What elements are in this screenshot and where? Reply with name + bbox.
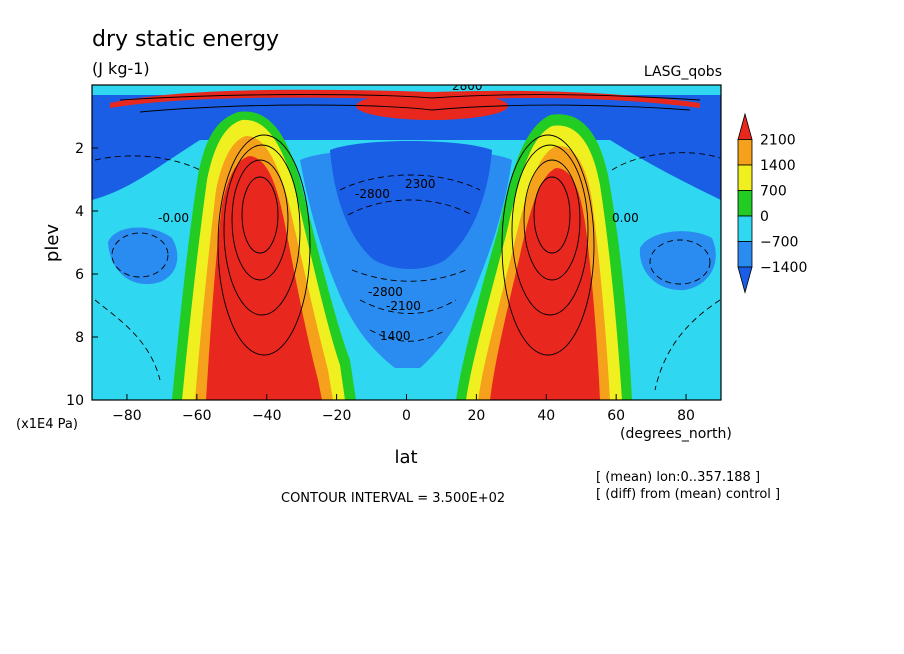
contour-label: 0.00 (612, 211, 639, 225)
x-axis-title: lat (394, 447, 417, 468)
contours-dashed (94, 152, 721, 391)
y-tick-label: 10 (66, 393, 84, 409)
sh-tongue-red (206, 156, 322, 400)
contour-label: -0.00 (158, 211, 189, 225)
colorbar-label: 0 (760, 209, 769, 225)
x-tick-label: 0 (402, 408, 411, 424)
colorbar-label: −700 (760, 235, 798, 251)
colorbar-swatch (737, 215, 753, 242)
y-tick-label: 2 (75, 141, 84, 157)
colorbar-swatch (737, 139, 753, 166)
x-axis-ticks: −80 −60 −40 −20 0 20 40 60 80 (112, 394, 695, 424)
y-tick-label: 8 (75, 330, 84, 346)
x-tick-label: −80 (112, 408, 142, 424)
x-tick-label: 20 (467, 408, 485, 424)
colorbar-label: 2100 (760, 133, 796, 149)
upper-level-maximum (356, 92, 508, 120)
contour-label: -2800 (355, 187, 390, 201)
x-tick-label: 80 (677, 408, 695, 424)
colorbar-swatch (737, 266, 753, 295)
x-tick-label: −60 (182, 408, 212, 424)
colorbar-label: 1400 (760, 158, 796, 174)
contour-label: 2300 (405, 177, 436, 191)
plot-area: -2800 2300 -2800 -2100 1400 -0.00 0.00 2… (92, 79, 721, 400)
contour-interval: CONTOUR INTERVAL = 3.500E+02 (281, 491, 505, 506)
note-diff: [ (diff) from (mean) control ] (596, 487, 780, 502)
colorbar-label: −1400 (760, 260, 807, 276)
colorbar-swatch (737, 241, 753, 268)
contour-label: -2100 (386, 299, 421, 313)
contour-label: 2800 (452, 79, 483, 93)
y-axis-ticks: 2 4 6 8 10 (66, 141, 98, 409)
model-label: LASG_qobs (644, 64, 722, 80)
nh-tongue-red (490, 168, 600, 400)
note-mean: [ (mean) lon:0..357.188 ] (596, 470, 760, 485)
chart-units: (J kg-1) (92, 59, 150, 78)
contour-label: 1400 (380, 329, 411, 343)
contours-solid (119, 94, 701, 356)
y-tick-label: 6 (75, 267, 84, 283)
colorbar-swatch (737, 190, 753, 217)
y-axis-units: (x1E4 Pa) (16, 417, 78, 432)
x-tick-label: 60 (607, 408, 625, 424)
colorbar: 2100 1400 700 0 −700 −1400 (737, 112, 807, 295)
colorbar-swatch (737, 112, 753, 140)
tropical-core (330, 141, 492, 269)
colorbar-label: 700 (760, 184, 787, 200)
x-tick-label: −40 (252, 408, 282, 424)
chart-title: dry static energy (92, 27, 279, 52)
y-tick-label: 4 (75, 204, 84, 220)
x-axis-units: (degrees_north) (620, 426, 732, 442)
y-axis-title: plev (42, 224, 63, 263)
sh-polar-minimum (108, 227, 178, 285)
colorbar-swatch (737, 164, 753, 191)
x-tick-label: −20 (322, 408, 352, 424)
contour-label: -2800 (368, 285, 403, 299)
x-tick-label: 40 (537, 408, 555, 424)
